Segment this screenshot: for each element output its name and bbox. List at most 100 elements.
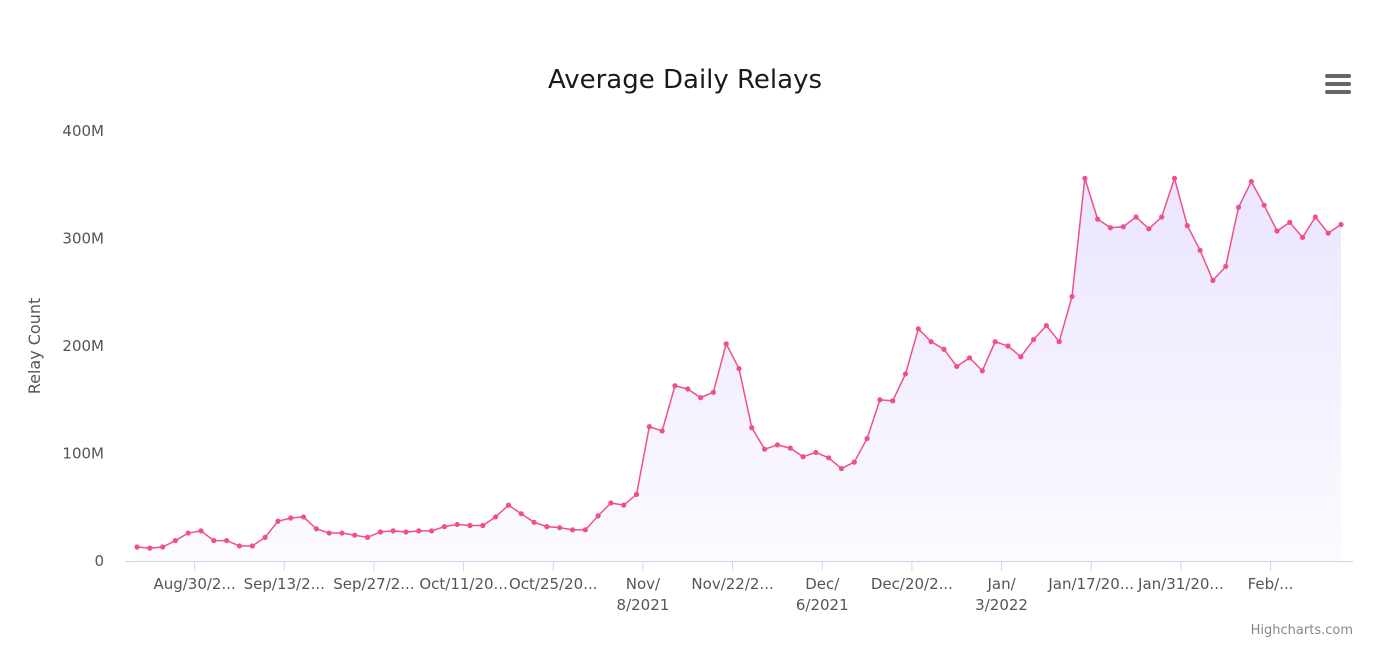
data-point[interactable]: [954, 363, 960, 370]
data-point[interactable]: [275, 518, 281, 524]
data-point[interactable]: [429, 528, 435, 534]
data-point[interactable]: [1261, 202, 1267, 208]
data-point[interactable]: [697, 395, 704, 401]
data-point[interactable]: [441, 524, 447, 530]
data-point[interactable]: [1082, 175, 1088, 181]
data-point[interactable]: [1223, 263, 1229, 270]
data-point[interactable]: [1159, 214, 1165, 220]
data-point[interactable]: [236, 543, 243, 549]
data-point[interactable]: [467, 522, 473, 529]
data-point[interactable]: [762, 446, 768, 452]
data-point[interactable]: [480, 522, 486, 529]
x-tick-label: Nov/8/2021: [617, 575, 670, 614]
data-point[interactable]: [1005, 343, 1011, 349]
data-point[interactable]: [1146, 226, 1152, 232]
data-point[interactable]: [326, 530, 332, 536]
data-point[interactable]: [877, 397, 883, 403]
data-point[interactable]: [1069, 293, 1075, 300]
data-point[interactable]: [505, 502, 512, 508]
data-point[interactable]: [890, 398, 896, 404]
data-point[interactable]: [403, 529, 409, 535]
data-point[interactable]: [1287, 219, 1293, 225]
data-point[interactable]: [185, 530, 191, 536]
data-point[interactable]: [147, 545, 153, 551]
data-point[interactable]: [1107, 225, 1114, 231]
data-point[interactable]: [992, 339, 998, 345]
data-point[interactable]: [416, 528, 422, 534]
data-point[interactable]: [813, 449, 819, 456]
data-point[interactable]: [300, 514, 307, 520]
data-point[interactable]: [685, 386, 691, 392]
data-point[interactable]: [1197, 247, 1203, 253]
data-point[interactable]: [1095, 216, 1101, 222]
y-tick-label: 400M: [62, 122, 104, 140]
data-point[interactable]: [1018, 354, 1024, 360]
data-point[interactable]: [1248, 178, 1254, 185]
data-point[interactable]: [787, 445, 793, 451]
data-point[interactable]: [710, 389, 716, 395]
data-point[interactable]: [531, 519, 537, 525]
data-point[interactable]: [1171, 175, 1178, 181]
data-point[interactable]: [1043, 322, 1049, 329]
data-point[interactable]: [288, 515, 294, 521]
data-point[interactable]: [493, 514, 499, 520]
data-point[interactable]: [1120, 224, 1126, 230]
data-point[interactable]: [224, 537, 230, 544]
data-point[interactable]: [364, 534, 371, 540]
data-point[interactable]: [659, 428, 665, 434]
data-point[interactable]: [172, 537, 179, 544]
data-point[interactable]: [966, 355, 973, 361]
data-point[interactable]: [160, 544, 166, 550]
data-point[interactable]: [864, 435, 870, 442]
data-point[interactable]: [313, 526, 319, 532]
data-point[interactable]: [569, 527, 576, 533]
data-point[interactable]: [941, 346, 947, 352]
data-point[interactable]: [557, 525, 563, 531]
data-point[interactable]: [1031, 336, 1037, 343]
data-point[interactable]: [1056, 339, 1062, 345]
data-point[interactable]: [1312, 214, 1318, 220]
data-point[interactable]: [826, 455, 832, 461]
data-point[interactable]: [646, 424, 652, 430]
data-point[interactable]: [582, 527, 588, 533]
data-point[interactable]: [633, 491, 640, 497]
data-point[interactable]: [352, 532, 358, 538]
data-point[interactable]: [723, 341, 729, 347]
data-point[interactable]: [608, 500, 614, 506]
data-point[interactable]: [339, 530, 345, 536]
data-point[interactable]: [1184, 223, 1190, 229]
data-point[interactable]: [749, 425, 755, 431]
data-point[interactable]: [1325, 230, 1331, 236]
data-point[interactable]: [390, 528, 396, 534]
data-point[interactable]: [902, 371, 909, 377]
data-point[interactable]: [736, 365, 742, 372]
data-point[interactable]: [518, 511, 524, 517]
data-point[interactable]: [134, 544, 140, 550]
data-point[interactable]: [1133, 214, 1139, 220]
data-point[interactable]: [851, 459, 857, 465]
context-menu-button[interactable]: [1320, 70, 1356, 100]
data-point[interactable]: [838, 465, 845, 472]
data-point[interactable]: [621, 502, 627, 508]
data-point[interactable]: [915, 326, 921, 332]
data-point[interactable]: [1210, 277, 1216, 284]
data-point[interactable]: [377, 529, 383, 535]
data-point[interactable]: [928, 339, 934, 345]
data-point[interactable]: [800, 454, 806, 460]
data-point[interactable]: [1274, 228, 1280, 234]
data-point[interactable]: [262, 534, 268, 540]
data-point[interactable]: [672, 383, 678, 389]
data-point[interactable]: [774, 442, 781, 448]
credits-link[interactable]: Highcharts.com: [1251, 623, 1353, 638]
data-point[interactable]: [1299, 234, 1306, 241]
data-point[interactable]: [211, 537, 217, 544]
data-point[interactable]: [1235, 204, 1242, 210]
data-point[interactable]: [544, 524, 550, 530]
data-point[interactable]: [595, 513, 601, 519]
data-point[interactable]: [1338, 221, 1344, 228]
data-point[interactable]: [454, 521, 460, 528]
data-point[interactable]: [979, 368, 985, 374]
x-tick-label: Jan/17/20...: [1047, 575, 1134, 593]
data-point[interactable]: [198, 528, 204, 534]
data-point[interactable]: [249, 543, 255, 549]
